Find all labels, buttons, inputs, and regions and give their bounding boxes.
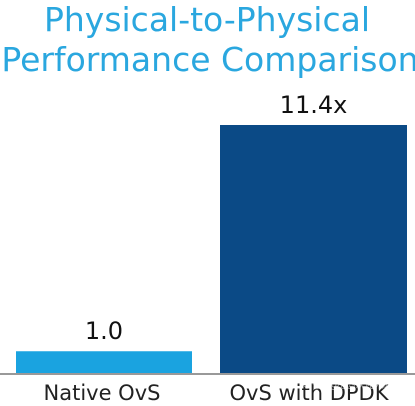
bar-0 [16,351,192,373]
labels-group: 1.0 Native OvS 11.4x OvS with DPDK [44,91,390,405]
category-label-1: OvS with DPDK [230,381,390,405]
bars-group [16,125,407,373]
bar-1 [220,125,407,373]
category-label-0: Native OvS [44,381,161,405]
watermark: 知乎 @虚拟化和网络 [300,376,412,391]
data-label-1: 11.4x [280,91,348,119]
data-label-0: 1.0 [85,317,123,345]
chart-title-line-2: Performance Comparison [1,40,415,79]
chart-title-line-1: Physical-to-Physical [44,0,370,39]
